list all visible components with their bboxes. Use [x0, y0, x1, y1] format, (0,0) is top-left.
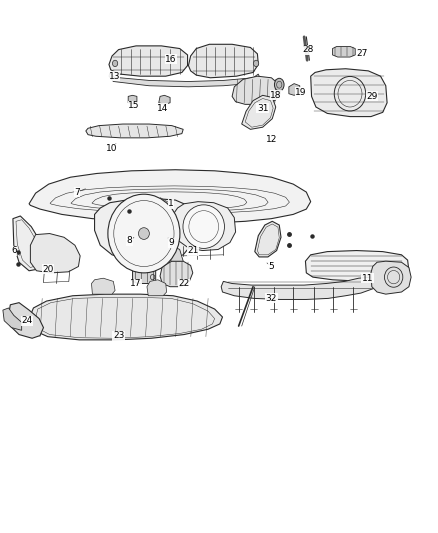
Text: 28: 28 — [303, 45, 314, 54]
Polygon shape — [173, 201, 236, 251]
Text: 27: 27 — [357, 50, 368, 58]
Ellipse shape — [275, 78, 284, 91]
Text: 21: 21 — [187, 246, 198, 255]
Text: 29: 29 — [366, 92, 378, 101]
Text: 22: 22 — [178, 279, 190, 288]
Polygon shape — [92, 278, 115, 294]
Ellipse shape — [183, 205, 224, 248]
Text: 11: 11 — [362, 273, 373, 282]
Text: 24: 24 — [21, 316, 32, 325]
Text: 31: 31 — [257, 103, 268, 112]
Text: 20: 20 — [42, 265, 53, 273]
Polygon shape — [3, 308, 21, 330]
Polygon shape — [169, 246, 183, 261]
Polygon shape — [30, 233, 80, 273]
Polygon shape — [95, 198, 195, 261]
Polygon shape — [311, 69, 387, 117]
Text: 23: 23 — [113, 331, 124, 340]
Text: 18: 18 — [270, 91, 282, 100]
Polygon shape — [255, 221, 281, 257]
Polygon shape — [109, 46, 187, 76]
Text: 32: 32 — [266, 294, 277, 303]
Polygon shape — [221, 277, 377, 300]
Polygon shape — [371, 261, 411, 294]
Polygon shape — [160, 261, 193, 287]
Text: 12: 12 — [266, 135, 277, 144]
Polygon shape — [9, 303, 43, 338]
Polygon shape — [29, 169, 311, 223]
Text: 10: 10 — [106, 144, 118, 153]
Polygon shape — [305, 251, 409, 281]
Polygon shape — [109, 73, 259, 87]
Ellipse shape — [108, 194, 180, 273]
Text: 6: 6 — [11, 246, 17, 255]
Text: 19: 19 — [295, 87, 307, 96]
Text: 7: 7 — [74, 188, 80, 197]
Ellipse shape — [138, 228, 149, 239]
Polygon shape — [159, 95, 170, 104]
Text: 16: 16 — [165, 55, 177, 63]
Polygon shape — [86, 124, 183, 138]
Text: 13: 13 — [109, 71, 120, 80]
Text: 17: 17 — [130, 279, 142, 288]
Polygon shape — [133, 268, 155, 284]
Polygon shape — [289, 84, 300, 95]
Polygon shape — [30, 294, 223, 340]
Polygon shape — [188, 44, 258, 78]
Polygon shape — [242, 95, 276, 130]
Ellipse shape — [113, 60, 118, 67]
Polygon shape — [332, 46, 355, 57]
Polygon shape — [232, 76, 280, 104]
Text: 1: 1 — [168, 199, 174, 208]
Polygon shape — [13, 216, 42, 271]
Text: 14: 14 — [156, 103, 168, 112]
Text: 8: 8 — [127, 237, 132, 246]
Text: 9: 9 — [168, 238, 174, 247]
Ellipse shape — [254, 60, 259, 67]
Text: 5: 5 — [268, 262, 274, 271]
Polygon shape — [128, 95, 137, 104]
Text: 15: 15 — [128, 101, 140, 110]
Polygon shape — [147, 280, 166, 296]
